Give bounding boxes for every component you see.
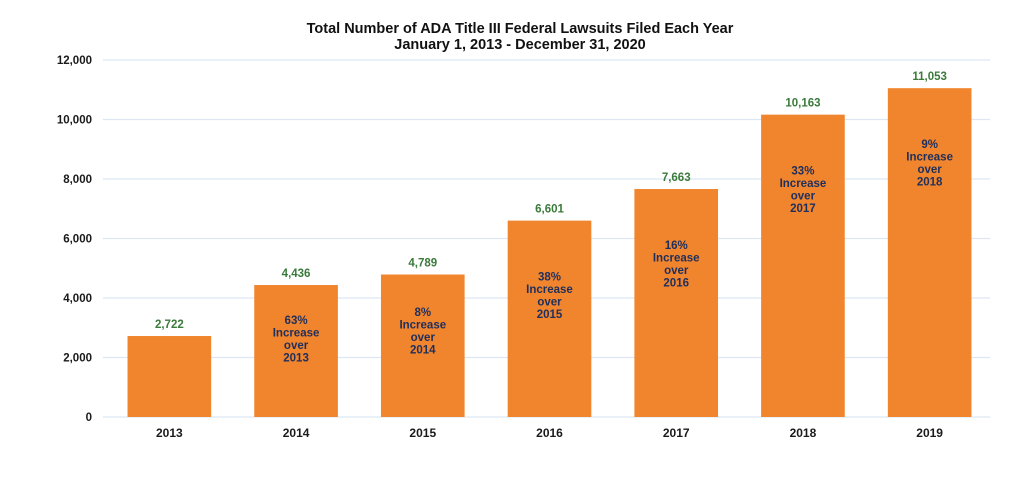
bar-annotation: 2018: [917, 177, 943, 189]
bar-annotation: 9%: [921, 139, 938, 151]
bar-annotation: Increase: [906, 152, 953, 164]
x-tick-label: 2014: [283, 426, 310, 440]
bar-annotation: 2016: [663, 278, 689, 290]
bar-annotation: over: [791, 191, 816, 203]
value-label: 6,601: [535, 204, 564, 216]
y-tick-label: 12,000: [57, 55, 92, 67]
y-tick-label: 10,000: [57, 115, 92, 127]
bar-annotation: 16%: [665, 240, 688, 252]
x-tick-label: 2015: [409, 426, 436, 440]
bar-annotation: 38%: [538, 272, 561, 284]
bar-annotation: 2014: [410, 344, 436, 356]
bar-2017: [634, 189, 719, 417]
y-tick-label: 0: [86, 412, 92, 424]
chart-title: Total Number of ADA Title III Federal La…: [307, 21, 734, 37]
y-tick-label: 8,000: [63, 174, 92, 186]
value-label: 7,663: [662, 172, 691, 184]
bar-annotation: Increase: [526, 284, 573, 296]
y-tick-label: 2,000: [63, 353, 92, 365]
bar-annotation: 63%: [285, 315, 308, 327]
bar-annotation: 33%: [791, 166, 814, 178]
x-tick-label: 2013: [156, 426, 183, 440]
x-axis: 2013 2014 2015 2016 2017 2018 2019: [156, 426, 943, 440]
chart-subtitle: January 1, 2013 - December 31, 2020: [394, 37, 646, 53]
bar-annotation: 2017: [790, 203, 816, 215]
bar-2019: [887, 88, 972, 417]
y-tick-label: 6,000: [63, 234, 92, 246]
bar-2013: [127, 336, 212, 417]
y-axis: 0 2,000 4,000 6,000 8,000 10,000 12,000: [57, 55, 92, 424]
bar-annotation: 2013: [283, 353, 309, 365]
value-label: 2,722: [155, 319, 184, 331]
x-tick-label: 2019: [916, 426, 943, 440]
bar-annotation: Increase: [780, 178, 827, 190]
bars: 2,7224,43663%Increaseover20134,7898%Incr…: [127, 71, 972, 417]
bar-annotation: over: [917, 164, 942, 176]
value-label: 11,053: [912, 71, 947, 83]
bar-annotation: Increase: [399, 319, 446, 331]
x-tick-label: 2016: [536, 426, 563, 440]
bar-annotation: Increase: [273, 328, 320, 340]
x-tick-label: 2017: [663, 426, 690, 440]
bar-annotation: Increase: [653, 253, 700, 265]
bar-annotation: over: [411, 332, 436, 344]
bar-2018: [761, 114, 845, 417]
bar-annotation: over: [537, 297, 562, 309]
value-label: 4,789: [408, 258, 437, 270]
bar-annotation: over: [284, 340, 309, 352]
bar-annotation: 8%: [414, 307, 431, 319]
x-tick-label: 2018: [790, 426, 817, 440]
bar-2014: [254, 285, 338, 417]
bar-2016: [507, 220, 592, 417]
value-label: 4,436: [282, 268, 311, 280]
value-label: 10,163: [785, 98, 820, 110]
bar-annotation: 2015: [537, 309, 563, 321]
bar-annotation: over: [664, 265, 689, 277]
y-tick-label: 4,000: [63, 293, 92, 305]
bar-2015: [380, 274, 465, 417]
